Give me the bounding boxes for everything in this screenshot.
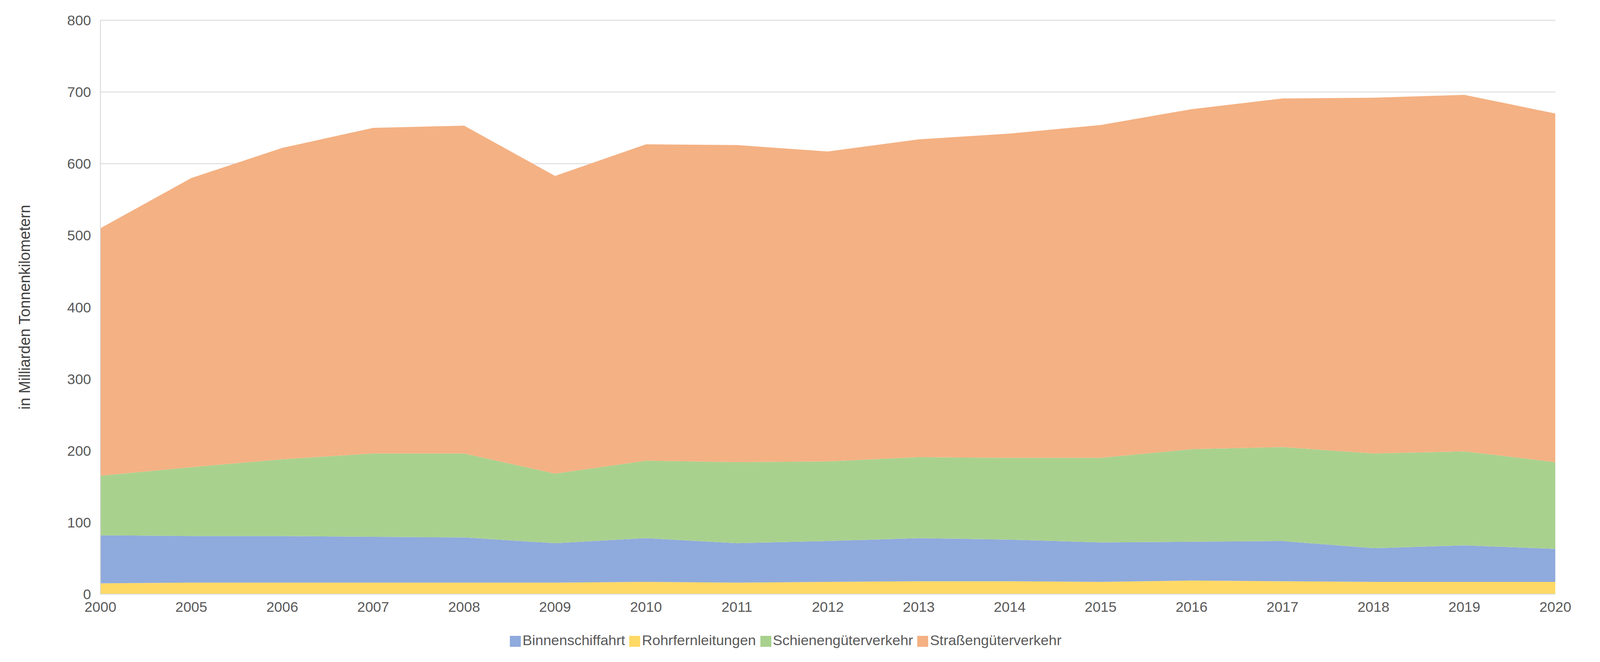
svg-text:2019: 2019 [1448, 598, 1481, 615]
svg-text:2009: 2009 [538, 598, 572, 615]
svg-text:in Milliarden Tonnenkilometern: in Milliarden Tonnenkilometern [16, 204, 34, 410]
svg-text:100: 100 [67, 514, 92, 531]
svg-text:600: 600 [67, 155, 92, 172]
svg-text:0: 0 [83, 586, 92, 603]
svg-text:2011: 2011 [721, 598, 753, 615]
svg-text:2010: 2010 [630, 598, 663, 615]
svg-text:2018: 2018 [1357, 598, 1390, 615]
svg-text:2012: 2012 [811, 598, 844, 615]
html-text:Binnenschiffahrt: Binnenschiffahrt [522, 632, 626, 649]
svg-text:2013: 2013 [902, 598, 935, 615]
svg-text:2017: 2017 [1266, 598, 1299, 615]
svg-text:2015: 2015 [1084, 598, 1117, 615]
svg-text:2016: 2016 [1175, 598, 1208, 615]
svg-text:700: 700 [67, 83, 92, 100]
svg-text:2020: 2020 [1539, 598, 1572, 615]
svg-text:2008: 2008 [448, 598, 481, 615]
svg-text:2005: 2005 [175, 598, 208, 615]
html-text:Rohrfernleitungen: Rohrfernleitungen [641, 632, 756, 649]
svg-text:800: 800 [67, 12, 92, 29]
html-text:Schienengüterverkehr: Schienengüterverkehr [772, 632, 914, 649]
svg-text:300: 300 [67, 371, 92, 388]
svg-text:500: 500 [67, 227, 92, 244]
svg-text:400: 400 [67, 299, 92, 316]
svg-text:200: 200 [67, 442, 92, 459]
html-text:Straßengüterverkehr: Straßengüterverkehr [929, 632, 1062, 649]
svg-text:2006: 2006 [266, 598, 299, 615]
svg-text:2000: 2000 [84, 598, 117, 615]
svg-text:2014: 2014 [993, 598, 1026, 615]
svg-text:2007: 2007 [357, 598, 390, 615]
